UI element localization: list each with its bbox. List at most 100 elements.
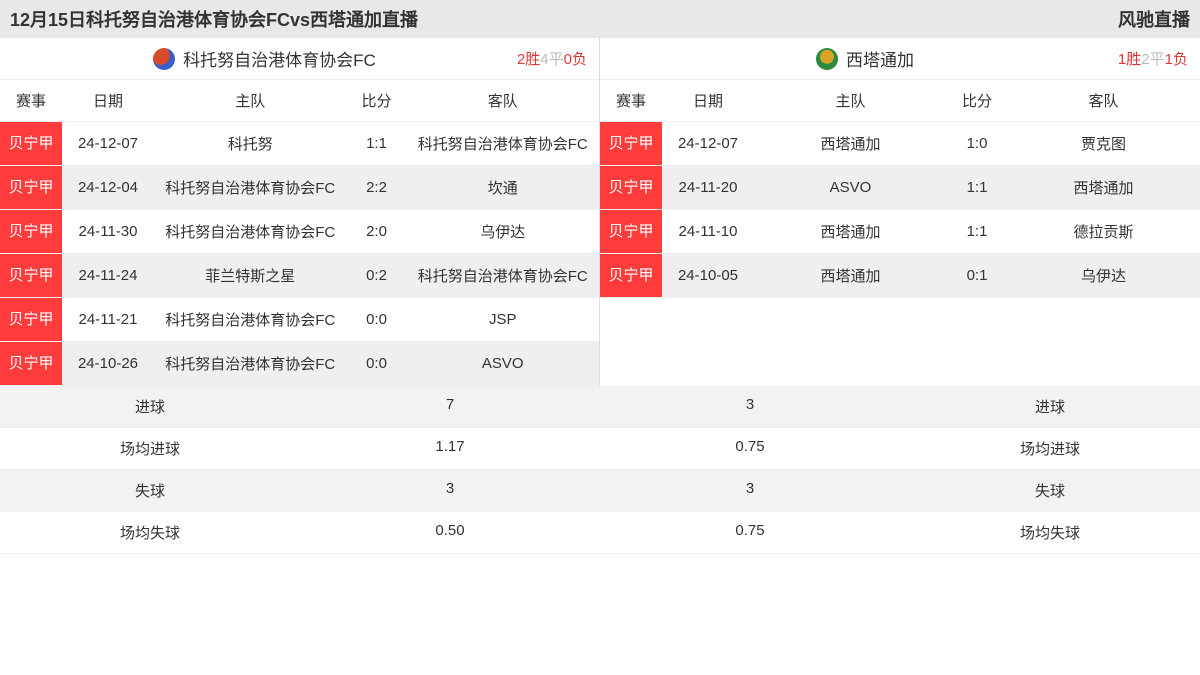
cell-score: 2:2 [347,166,407,209]
panel-left: 科托努自治港体育协会FC 2胜4平0负 赛事 日期 主队 比分 客队 贝宁甲24… [0,38,600,386]
team-logo-left-icon [153,48,175,70]
table-row[interactable]: 贝宁甲24-11-10西塔通加1:1德拉贡斯 [600,210,1200,254]
cell-date: 24-11-24 [62,254,154,297]
cell-league: 贝宁甲 [0,342,62,385]
cell-away: 西塔通加 [1007,166,1200,209]
panel-right: 西塔通加 1胜2平1负 赛事 日期 主队 比分 客队 贝宁甲24-12-07西塔… [600,38,1200,386]
cell-home: 菲兰特斯之星 [154,254,347,297]
cell-score: 1:1 [347,122,407,165]
table-row[interactable]: 贝宁甲24-12-07西塔通加1:0贾克图 [600,122,1200,166]
cell-league: 贝宁甲 [0,254,62,297]
cell-date: 24-12-07 [62,122,154,165]
stat-value: 7 [300,386,600,427]
cell-away: 坎通 [407,166,600,209]
stat-label: 进球 [900,386,1200,427]
th-home: 主队 [754,80,947,121]
cell-home: 西塔通加 [754,210,947,253]
cell-league: 贝宁甲 [600,210,662,253]
cell-score: 2:0 [347,210,407,253]
cell-league: 贝宁甲 [0,210,62,253]
table-row[interactable]: 贝宁甲24-12-04科托努自治港体育协会FC2:2坎通 [0,166,599,210]
cell-league: 贝宁甲 [600,122,662,165]
cell-score: 1:1 [947,210,1007,253]
th-score: 比分 [347,80,407,121]
stat-value: 3 [600,470,900,511]
stat-row: 0.75场均失球 [600,512,1200,554]
stat-row: 0.75场均进球 [600,428,1200,470]
cell-home: 科托努自治港体育协会FC [154,210,347,253]
table-row[interactable]: 贝宁甲24-11-20ASVO1:1西塔通加 [600,166,1200,210]
page-title: 12月15日科托努自治港体育协会FCvs西塔通加直播 [10,6,418,32]
stat-label: 场均进球 [900,428,1200,469]
table-row[interactable]: 贝宁甲24-10-05西塔通加0:1乌伊达 [600,254,1200,298]
table-body-left: 贝宁甲24-12-07科托努1:1科托努自治港体育协会FC贝宁甲24-12-04… [0,122,599,386]
record-right: 1胜2平1负 [1118,48,1188,69]
cell-league: 贝宁甲 [600,166,662,209]
cell-home: 西塔通加 [754,122,947,165]
th-away: 客队 [1007,80,1200,121]
cell-league: 贝宁甲 [0,298,62,341]
team-name-left: 科托努自治港体育协会FC [183,46,376,71]
cell-league: 贝宁甲 [0,122,62,165]
stat-value: 0.75 [600,512,900,553]
table-row[interactable]: 贝宁甲24-11-21科托努自治港体育协会FC0:0JSP [0,298,599,342]
cell-date: 24-11-20 [662,166,754,209]
table-header-right: 赛事 日期 主队 比分 客队 [600,80,1200,122]
cell-date: 24-11-30 [62,210,154,253]
stat-value: 3 [300,470,600,511]
record-left: 2胜4平0负 [517,48,587,69]
stat-value: 0.75 [600,428,900,469]
brand-name: 风驰直播 [1118,6,1190,32]
top-bar: 12月15日科托努自治港体育协会FCvs西塔通加直播 风驰直播 [0,0,1200,38]
team-header-left: 科托努自治港体育协会FC 2胜4平0负 [0,38,599,80]
cell-score: 0:2 [347,254,407,297]
table-row[interactable]: 贝宁甲24-11-24菲兰特斯之星0:2科托努自治港体育协会FC [0,254,599,298]
stats-right: 3进球0.75场均进球3失球0.75场均失球 [600,386,1200,554]
cell-league: 贝宁甲 [600,254,662,297]
stat-value: 3 [600,386,900,427]
stat-value: 1.17 [300,428,600,469]
cell-score: 0:0 [347,342,407,385]
team-logo-right-icon [816,48,838,70]
stat-label: 失球 [900,470,1200,511]
th-home: 主队 [154,80,347,121]
stat-row: 场均进球1.17 [0,428,600,470]
cell-away: 贾克图 [1007,122,1200,165]
cell-away: 德拉贡斯 [1007,210,1200,253]
stat-row: 3失球 [600,470,1200,512]
stat-row: 进球7 [0,386,600,428]
bottom-stats: 进球7场均进球1.17失球3场均失球0.50 3进球0.75场均进球3失球0.7… [0,386,1200,554]
cell-away: 科托努自治港体育协会FC [407,122,600,165]
cell-home: ASVO [754,166,947,209]
table-row[interactable]: 贝宁甲24-10-26科托努自治港体育协会FC0:0ASVO [0,342,599,386]
cell-away: ASVO [407,342,600,385]
cell-away: 乌伊达 [407,210,600,253]
cell-home: 西塔通加 [754,254,947,297]
cell-away: 乌伊达 [1007,254,1200,297]
cell-score: 0:0 [347,298,407,341]
team-header-right: 西塔通加 1胜2平1负 [600,38,1200,80]
cell-home: 科托努自治港体育协会FC [154,298,347,341]
cell-home: 科托努自治港体育协会FC [154,166,347,209]
cell-date: 24-11-21 [62,298,154,341]
main-content: 科托努自治港体育协会FC 2胜4平0负 赛事 日期 主队 比分 客队 贝宁甲24… [0,38,1200,386]
stat-label: 场均失球 [900,512,1200,553]
th-league: 赛事 [600,80,662,121]
stat-value: 0.50 [300,512,600,553]
cell-score: 0:1 [947,254,1007,297]
cell-date: 24-10-26 [62,342,154,385]
cell-away: 科托努自治港体育协会FC [407,254,600,297]
th-date: 日期 [62,80,154,121]
th-score: 比分 [947,80,1007,121]
cell-date: 24-10-05 [662,254,754,297]
stat-row: 3进球 [600,386,1200,428]
stat-label: 场均进球 [0,428,300,469]
table-row[interactable]: 贝宁甲24-12-07科托努1:1科托努自治港体育协会FC [0,122,599,166]
th-date: 日期 [662,80,754,121]
stats-left: 进球7场均进球1.17失球3场均失球0.50 [0,386,600,554]
cell-date: 24-12-04 [62,166,154,209]
cell-date: 24-11-10 [662,210,754,253]
stat-row: 场均失球0.50 [0,512,600,554]
cell-date: 24-12-07 [662,122,754,165]
table-row[interactable]: 贝宁甲24-11-30科托努自治港体育协会FC2:0乌伊达 [0,210,599,254]
